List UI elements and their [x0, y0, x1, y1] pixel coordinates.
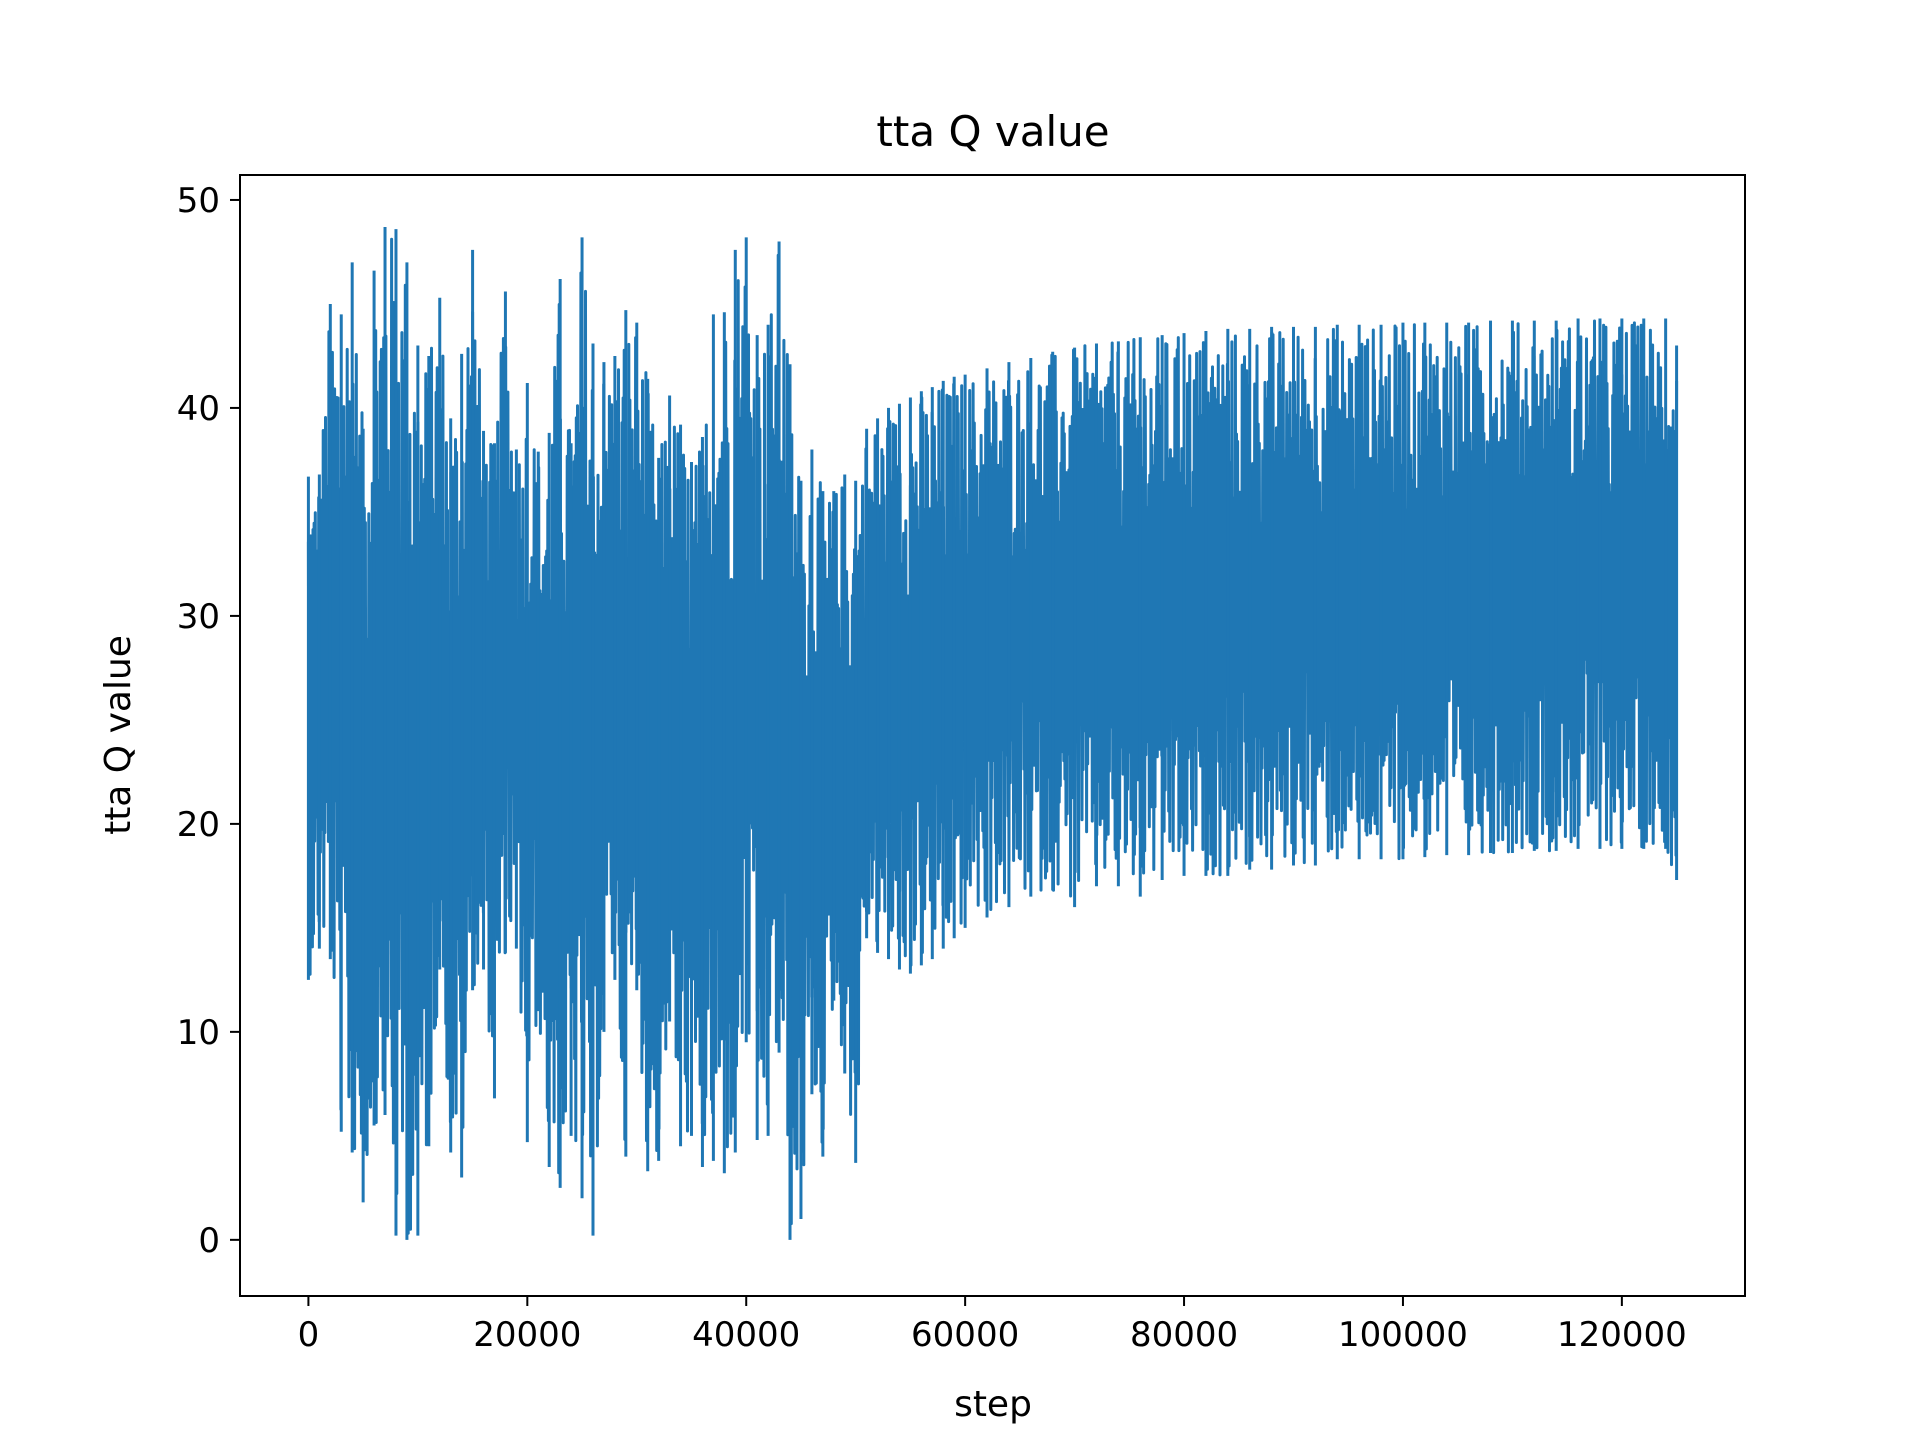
x-tick-label: 20000 [473, 1315, 581, 1355]
y-tick-label: 10 [177, 1013, 220, 1053]
x-tick-label: 0 [298, 1315, 320, 1355]
y-tick-label: 0 [198, 1221, 220, 1261]
x-tick-label: 80000 [1130, 1315, 1238, 1355]
x-axis-label: step [954, 1384, 1032, 1425]
y-tick-label: 30 [177, 597, 220, 637]
y-axis-label: tta Q value [98, 635, 139, 835]
y-tick-label: 50 [177, 181, 220, 221]
x-tick-label: 60000 [911, 1315, 1019, 1355]
x-axis: 0 20000 40000 60000 80000 100000 120000 [298, 1296, 1687, 1355]
x-tick-label: 100000 [1338, 1315, 1468, 1355]
y-tick-label: 40 [177, 389, 220, 429]
y-axis: 0 10 20 30 40 50 [177, 181, 240, 1261]
series-line [306, 237, 1679, 1235]
x-tick-label: 40000 [692, 1315, 800, 1355]
axes-frame [239, 174, 1746, 1297]
x-tick-label: 120000 [1557, 1315, 1687, 1355]
y-tick-label: 20 [177, 805, 220, 845]
plot-area [306, 226, 1679, 1240]
chart-title: tta Q value [876, 107, 1109, 156]
